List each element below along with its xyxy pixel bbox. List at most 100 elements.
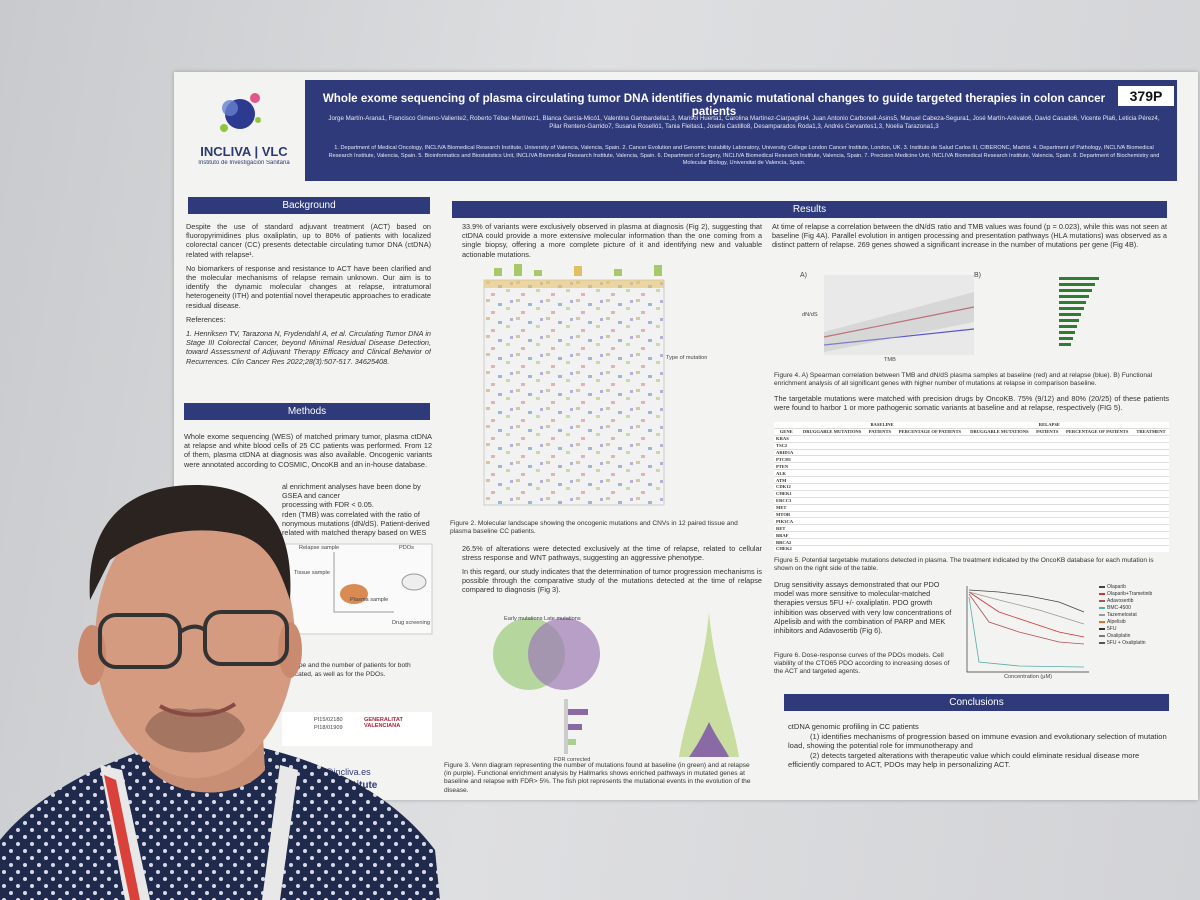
cell <box>865 476 895 485</box>
cell <box>1061 449 1134 457</box>
cell <box>798 442 866 450</box>
table-row: ERCC3 <box>774 497 1169 505</box>
figure-label: Tissue sample <box>294 570 330 576</box>
cell <box>798 497 866 505</box>
figure-caption: Figure 3. Venn diagram representing the … <box>444 762 751 794</box>
gene-cell: PIK3CA <box>774 517 799 526</box>
cell <box>798 455 866 464</box>
figure-4 <box>823 275 1099 355</box>
group-header: BASELINE <box>798 422 966 429</box>
gene-cell: TSC2 <box>774 442 799 450</box>
legend-label: Olaparib <box>1107 584 1126 590</box>
gene-cell: CHEK2 <box>774 545 799 552</box>
cell <box>965 455 1034 464</box>
figure-caption: Figure 2. Molecular landscape showing th… <box>450 520 738 536</box>
text-line: (2) detects targeted alterations with th… <box>788 750 1140 770</box>
gene-cell: ERCC3 <box>774 497 799 505</box>
caption-fragment: ndicated, as well as for the PDOs. <box>286 671 386 678</box>
panel-label: B) <box>974 272 981 279</box>
cell <box>1033 435 1062 443</box>
cell <box>1133 449 1169 457</box>
cell <box>965 531 1034 540</box>
gene-cell: KRAS <box>774 435 799 443</box>
cell <box>1061 524 1134 533</box>
table-row: PTCH1 <box>774 455 1169 464</box>
legend-label: Tazemetostat <box>1107 612 1137 618</box>
legend-entry: Oxaliplatin <box>1099 633 1169 640</box>
table-panel: BASELINE RELAPSE GENE DRUGGABLE MUTATIONS P… <box>774 422 1169 552</box>
cell <box>965 469 1034 478</box>
text-line: (1) identifies mechanisms of progression… <box>788 731 1167 751</box>
legend-entry: 5FU <box>1099 626 1169 633</box>
fish-plot <box>679 612 739 757</box>
legend-label: 5FU <box>1107 626 1117 632</box>
cell <box>1033 524 1062 533</box>
cell <box>894 545 966 552</box>
text-line: ctDNA genomic profiling in CC patients <box>788 722 919 731</box>
legend-swatch <box>1099 627 1105 630</box>
cell <box>1061 455 1134 464</box>
gene-cell: BRAF <box>774 531 799 540</box>
column-header: DRUGGABLE MUTATIONS <box>965 428 1034 436</box>
cell <box>1133 524 1169 533</box>
cell <box>965 449 1034 457</box>
cell <box>798 490 866 498</box>
legend-swatch <box>1099 585 1105 588</box>
cell <box>1133 476 1169 485</box>
cell <box>894 476 966 485</box>
cell <box>965 435 1034 443</box>
cell <box>1033 483 1062 491</box>
methods-fragments: al enrichment analyses have been done by… <box>282 482 432 542</box>
cell <box>1061 531 1134 540</box>
cell <box>1133 422 1169 429</box>
cell <box>965 497 1034 505</box>
cell <box>965 517 1034 526</box>
cell <box>1033 462 1062 471</box>
column-header: GENE <box>774 428 799 436</box>
results-text: At time of relapse a correlation between… <box>772 222 1167 250</box>
cell <box>894 504 966 512</box>
table-row: ALK <box>774 469 1169 478</box>
section-heading: Conclusions <box>784 694 1169 711</box>
cell <box>965 524 1034 533</box>
cell <box>774 422 799 429</box>
background-text: Despite the use of standard adjuvant tre… <box>186 222 431 382</box>
legend-swatch <box>1099 613 1105 616</box>
cell <box>1133 504 1169 512</box>
results-text: The targetable mutations were matched wi… <box>774 394 1169 413</box>
cell <box>894 497 966 505</box>
cell <box>1133 490 1169 498</box>
table-row: CDK12 <box>774 483 1169 491</box>
axis-label: TMB <box>884 357 896 363</box>
text-line: rden (TMB) was correlated with the ratio… <box>282 509 420 519</box>
poster: INCLIVA | VLC Instituto de Investigación… <box>174 72 1198 800</box>
cell <box>894 455 966 464</box>
results-text: 26.5% of alterations were detected exclu… <box>462 544 762 563</box>
cell <box>1061 462 1134 471</box>
cell <box>798 504 866 512</box>
figure-label: PDOs <box>399 545 414 551</box>
cell <box>1133 469 1169 478</box>
gene-cell: ARID1A <box>774 449 799 457</box>
cell <box>865 545 895 552</box>
legend-swatch <box>1099 599 1105 602</box>
cell <box>894 462 966 471</box>
logo-text: INCLIVA | VLC <box>200 144 288 159</box>
results-text: Drug sensitivity assays demonstrated tha… <box>774 580 952 636</box>
figure-label: Relapse sample <box>299 545 340 551</box>
dose-response-chart <box>966 586 1089 673</box>
figure-label: FDR corrected <box>554 757 591 763</box>
cell <box>894 483 966 491</box>
cell <box>1033 504 1062 512</box>
cell <box>894 524 966 533</box>
cell <box>1133 442 1169 450</box>
legend-label: 5FU + Oxaliplatin <box>1107 640 1146 646</box>
cell <box>798 483 866 491</box>
cell <box>1061 504 1134 512</box>
cell <box>965 504 1034 512</box>
funder-logo: GENERALITAT VALENCIANA <box>364 717 403 729</box>
cell <box>865 511 895 519</box>
legend-swatch <box>1099 634 1105 637</box>
figure-label: Plasma sample <box>350 597 389 603</box>
